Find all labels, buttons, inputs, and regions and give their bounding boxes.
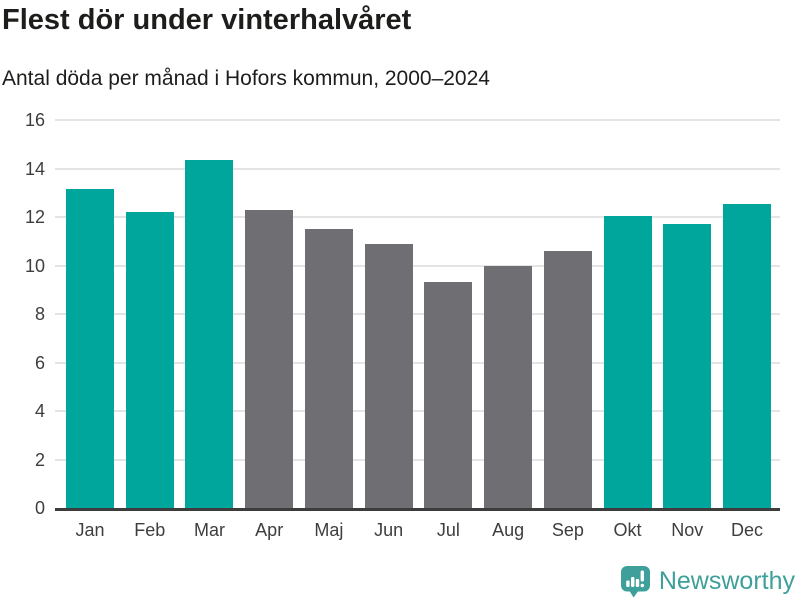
gridline-6 [55, 361, 780, 364]
bar-mar [185, 160, 234, 508]
chart-title: Flest dör under vinterhalvåret [2, 4, 412, 36]
chart-subtitle: Antal döda per månad i Hofors kommun, 20… [2, 67, 490, 90]
y-tick-label-4: 4 [34, 401, 45, 421]
bar-sep [543, 250, 592, 508]
bar-feb [125, 212, 174, 508]
gridline-10 [55, 264, 780, 267]
y-tick-label-2: 2 [34, 449, 45, 470]
newsworthy-logo: Newsworthy [620, 565, 795, 598]
x-tick-label-sep: Sep [551, 520, 584, 540]
bar-jun [364, 243, 413, 508]
x-tick-label-jan: Jan [75, 520, 105, 540]
x-tick-label-maj: Maj [314, 520, 344, 540]
bar-nov [663, 224, 712, 508]
bar-maj [304, 229, 353, 508]
y-tick-label-10: 10 [24, 255, 45, 276]
newsworthy-logo-text: Newsworthy [658, 567, 795, 595]
x-tick-label-dec: Dec [731, 520, 764, 540]
newsworthy-logo-icon [620, 566, 650, 598]
gridline-8 [55, 313, 780, 315]
gridline-14 [55, 167, 780, 170]
bar-aug [484, 265, 533, 508]
bar-jan [66, 189, 114, 508]
x-tick-label-aug: Aug [492, 520, 525, 540]
y-tick-label-12: 12 [24, 207, 45, 227]
x-tick-label-okt: Okt [613, 520, 642, 540]
y-tick-label-16: 16 [24, 110, 45, 130]
bar-dec [723, 203, 772, 508]
bar-jul [424, 282, 473, 508]
x-tick-label-apr: Apr [255, 520, 284, 540]
gridline-2 [55, 458, 780, 461]
x-tick-label-feb: Feb [134, 520, 166, 540]
bar-okt [603, 215, 652, 508]
x-axis-line [55, 508, 780, 511]
y-tick-label-8: 8 [34, 304, 45, 324]
x-tick-label-nov: Nov [671, 520, 704, 540]
bar-apr [245, 209, 294, 508]
gridline-12 [55, 216, 780, 218]
y-tick-label-6: 6 [34, 352, 45, 373]
gridline-4 [55, 410, 780, 412]
gridline-16 [55, 119, 780, 121]
x-tick-label-jun: Jun [374, 520, 404, 540]
x-tick-label-mar: Mar [193, 520, 225, 540]
y-tick-label-0: 0 [34, 498, 45, 518]
y-tick-label-14: 14 [24, 158, 45, 179]
x-tick-label-jul: Jul [436, 520, 460, 540]
